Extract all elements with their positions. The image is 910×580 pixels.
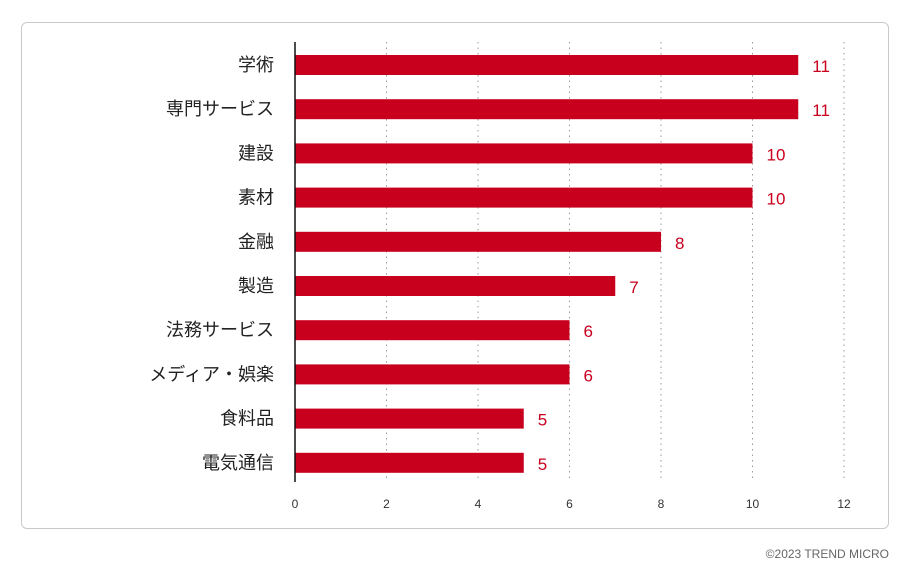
category-label: 学術 [238, 55, 274, 76]
value-label: 11 [812, 101, 830, 120]
value-label: 10 [767, 145, 786, 164]
category-label: 電気通信 [202, 453, 274, 474]
bar [295, 231, 661, 252]
bars [295, 55, 799, 473]
x-tick-label: 12 [837, 497, 851, 511]
bar [295, 320, 570, 341]
category-label: 金融 [238, 232, 274, 253]
bar [295, 408, 524, 429]
category-label: 製造 [238, 276, 274, 297]
x-tick-label: 6 [566, 497, 573, 511]
bar [295, 452, 524, 473]
category-label: メディア・娯楽 [149, 364, 274, 385]
value-labels: 11 11 10 10 8 7 6 6 5 5 [538, 57, 830, 474]
bar [295, 187, 753, 208]
value-label: 7 [629, 278, 638, 297]
x-tick-label: 10 [746, 497, 760, 511]
value-label: 6 [584, 366, 593, 385]
category-label: 素材 [238, 188, 274, 209]
bar [295, 276, 616, 296]
x-tick-label: 2 [383, 497, 390, 511]
category-label: 専門サービス [166, 99, 274, 120]
value-label: 8 [675, 234, 684, 253]
x-tick-label: 0 [292, 497, 299, 511]
value-label: 5 [538, 455, 547, 474]
value-label: 10 [767, 190, 786, 209]
x-tick-labels: 0 2 4 6 8 10 12 [292, 497, 851, 511]
chart-frame [21, 22, 889, 529]
x-tick-label: 4 [475, 497, 482, 511]
grid-lines [386, 42, 845, 482]
category-label: 食料品 [220, 409, 274, 430]
value-label: 6 [584, 322, 593, 341]
bar [295, 364, 570, 385]
category-label: 建設 [238, 143, 274, 164]
category-label: 法務サービス [166, 320, 274, 341]
value-label: 5 [538, 411, 547, 430]
x-tick-label: 8 [658, 497, 665, 511]
bar [295, 99, 799, 120]
copyright-footer: ©2023 TREND MICRO [765, 547, 889, 561]
value-label: 11 [812, 57, 830, 76]
bar [295, 55, 799, 75]
bar [295, 143, 753, 164]
